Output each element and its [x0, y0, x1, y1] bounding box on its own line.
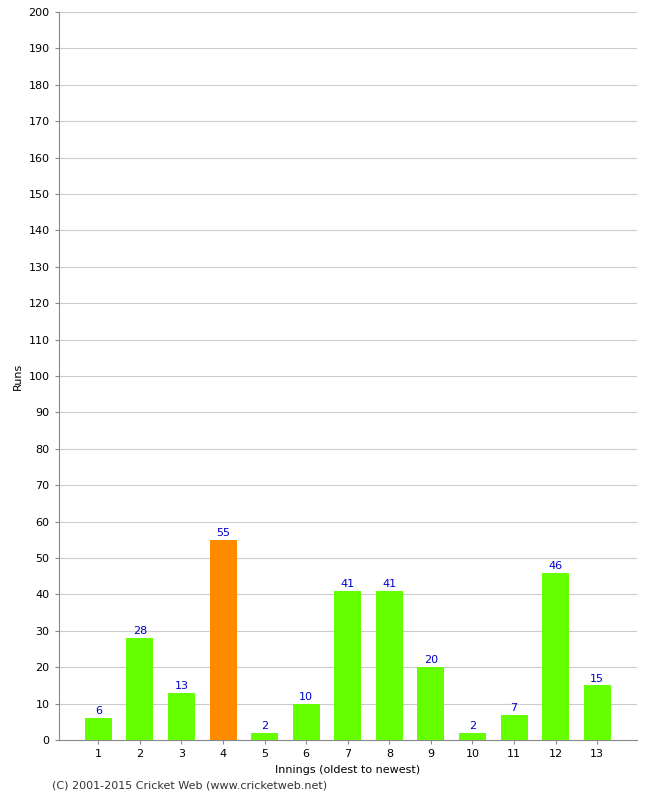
Text: 7: 7: [510, 702, 517, 713]
Text: (C) 2001-2015 Cricket Web (www.cricketweb.net): (C) 2001-2015 Cricket Web (www.cricketwe…: [52, 781, 327, 790]
Bar: [126, 638, 153, 740]
Bar: [584, 686, 611, 740]
Text: 13: 13: [174, 681, 188, 691]
Bar: [376, 590, 403, 740]
Y-axis label: Runs: Runs: [13, 362, 23, 390]
Bar: [334, 590, 361, 740]
Bar: [84, 718, 112, 740]
Text: 20: 20: [424, 655, 438, 666]
Text: 28: 28: [133, 626, 147, 636]
Text: 15: 15: [590, 674, 605, 683]
Bar: [168, 693, 195, 740]
Bar: [417, 667, 445, 740]
Text: 6: 6: [95, 706, 102, 716]
Bar: [209, 540, 237, 740]
Text: 2: 2: [469, 721, 476, 731]
Text: 55: 55: [216, 528, 230, 538]
Text: 41: 41: [382, 579, 396, 589]
Text: 2: 2: [261, 721, 268, 731]
Text: 10: 10: [299, 692, 313, 702]
Bar: [542, 573, 569, 740]
Text: 41: 41: [341, 579, 355, 589]
Bar: [292, 704, 320, 740]
Bar: [251, 733, 278, 740]
Bar: [459, 733, 486, 740]
Bar: [500, 714, 528, 740]
X-axis label: Innings (oldest to newest): Innings (oldest to newest): [275, 765, 421, 774]
Text: 46: 46: [549, 561, 563, 570]
